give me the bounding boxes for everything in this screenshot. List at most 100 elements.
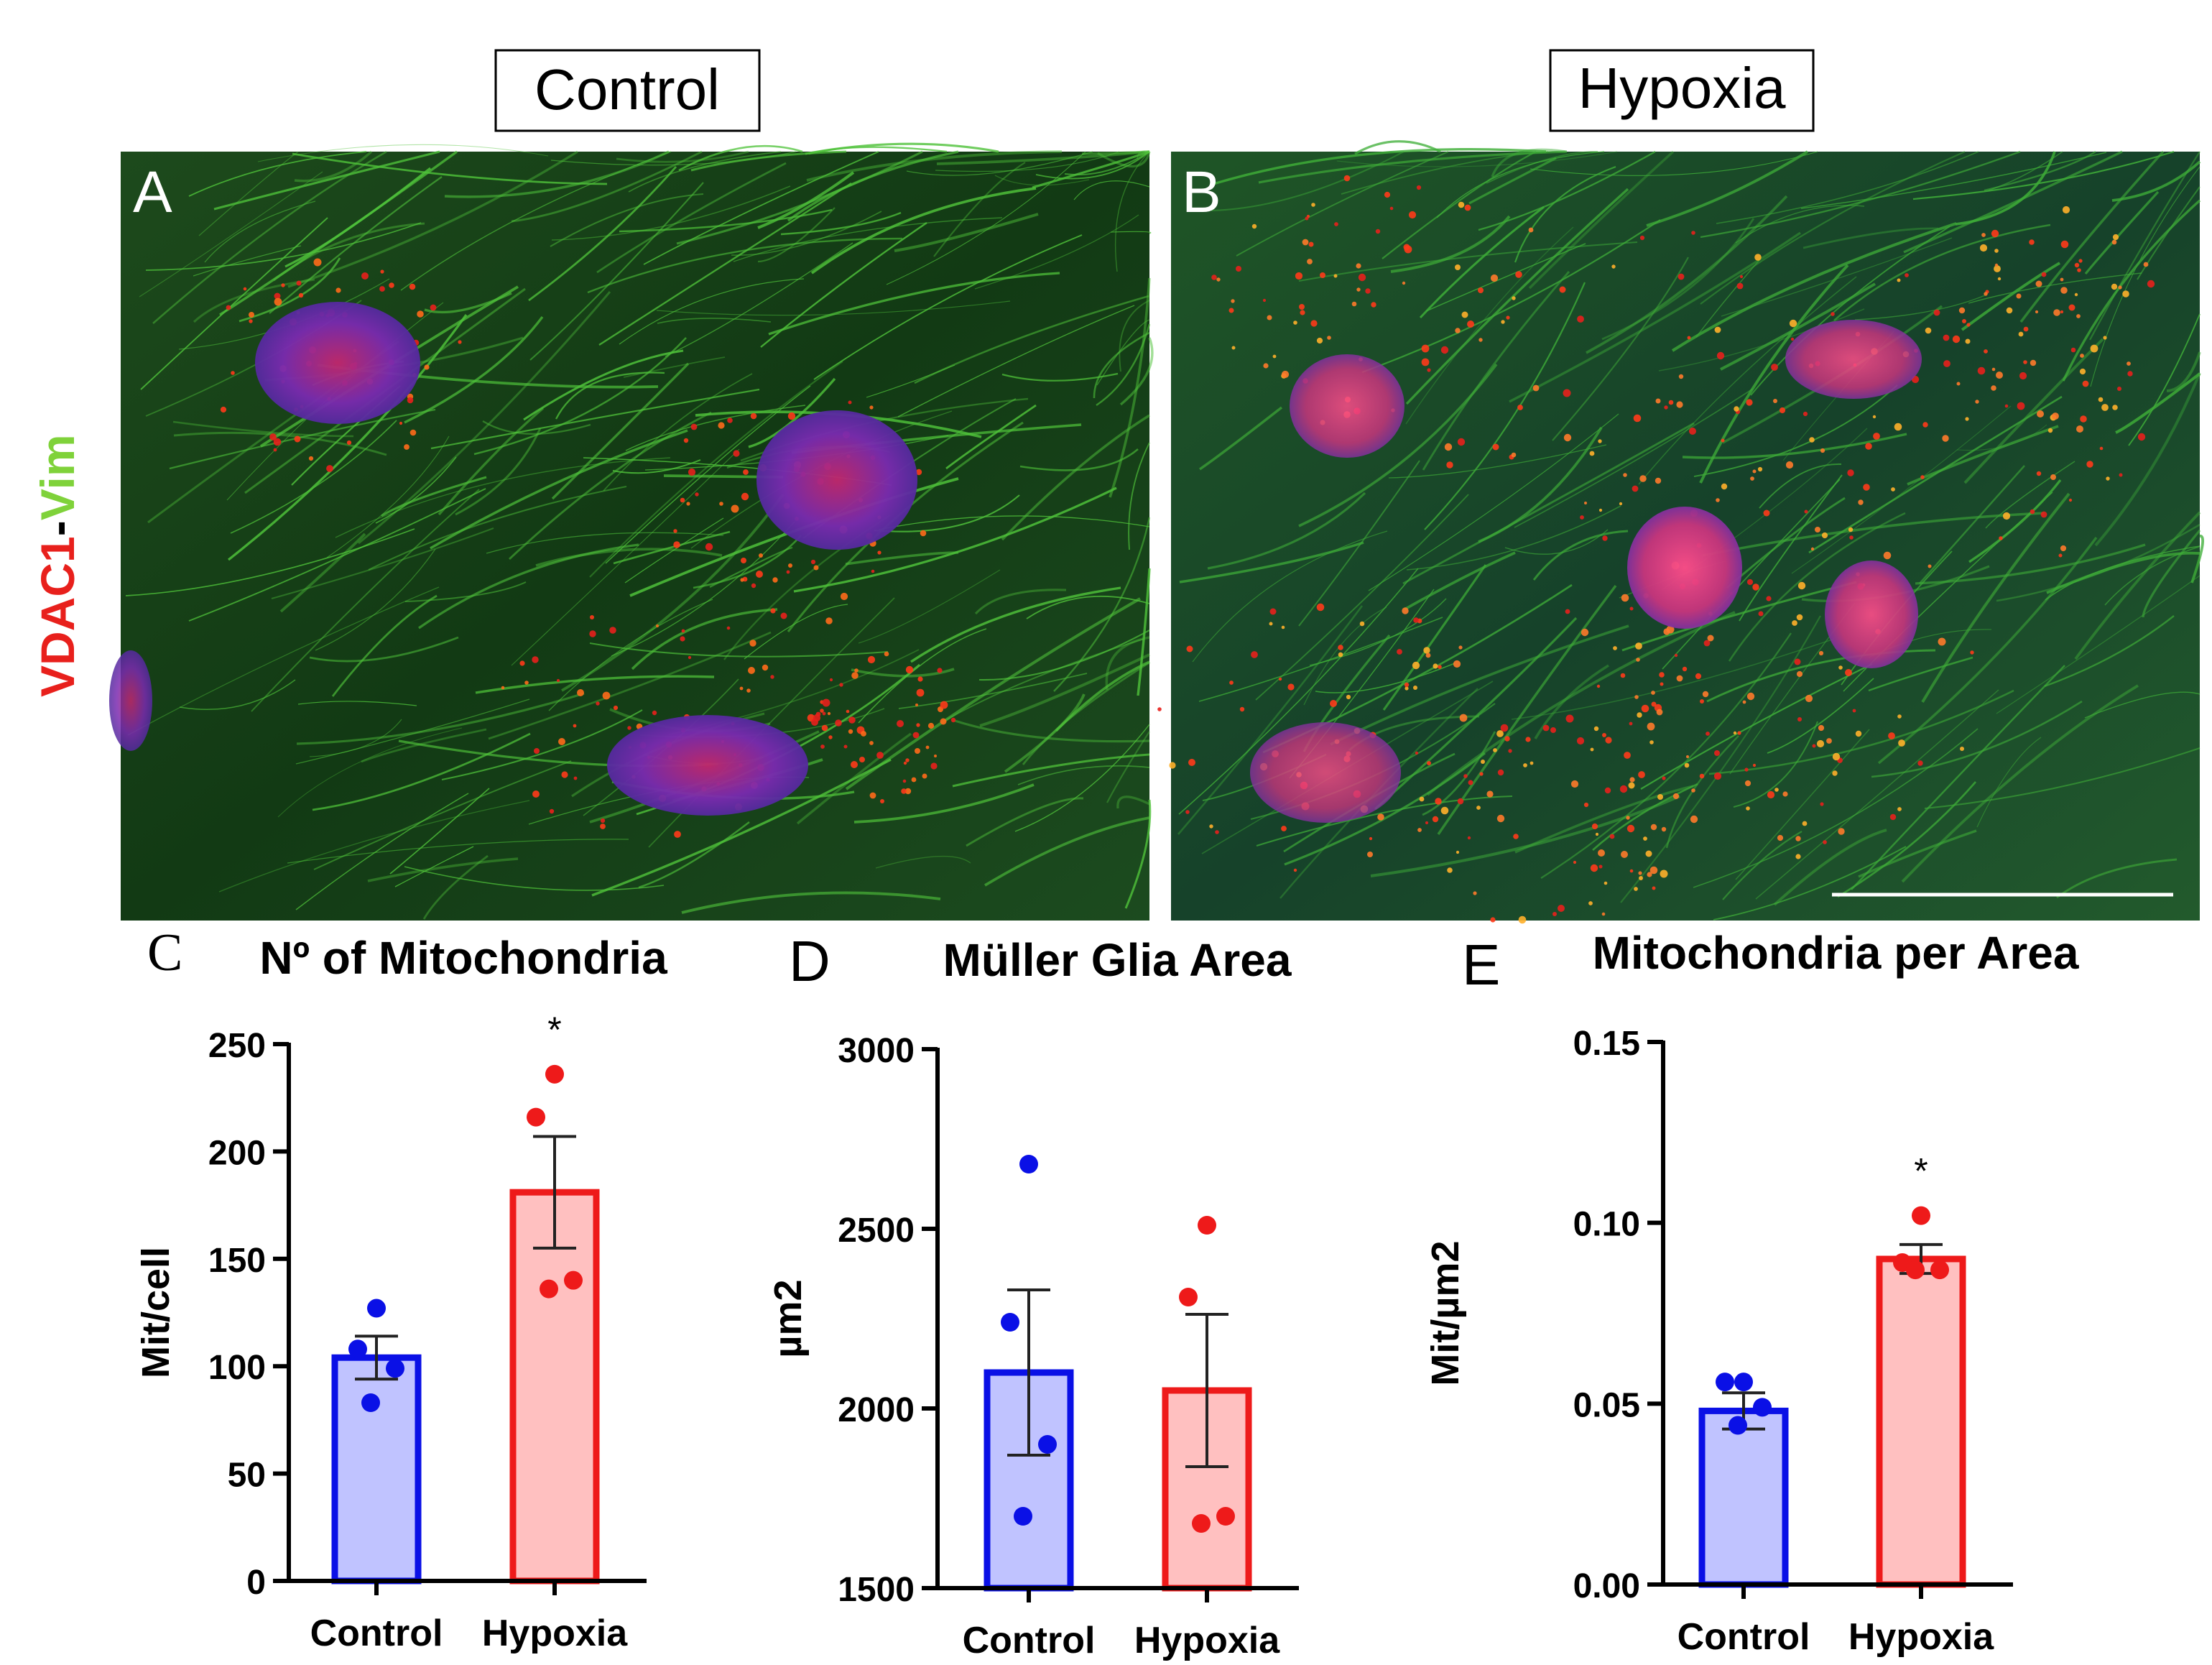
vimentin-fiber [473, 337, 687, 456]
mitochondrion-dot [1299, 304, 1305, 310]
control-title-box: Control [494, 49, 761, 132]
mitochondrion-dot [1746, 399, 1753, 406]
mitochondrion-dot [1845, 669, 1852, 676]
vimentin-fiber [1722, 831, 1803, 900]
mitochondrion-dot [573, 776, 578, 780]
vimentin-fiber [511, 150, 703, 223]
y-tick-label: 0 [246, 1564, 266, 1602]
vimentin-fiber [1665, 735, 1739, 849]
vimentin-fiber [2074, 511, 2201, 660]
mitochondrion-dot [1659, 672, 1665, 678]
mitochondrion-dot [1657, 794, 1663, 800]
vimentin-fiber [1699, 264, 1849, 484]
mitochondrion-dot [1737, 731, 1741, 735]
vimentin-fiber [810, 187, 1037, 275]
vimentin-fiber [279, 532, 366, 613]
vimentin-fiber [1534, 664, 1609, 739]
mitochondrion-dot [1848, 527, 1854, 532]
mitochondrion-dot [404, 444, 409, 450]
mitochondrion-dot [1621, 594, 1629, 602]
vimentin-fiber [1419, 206, 1545, 319]
mitochondrion-dot [1281, 370, 1290, 379]
mitochondrion-dot [1293, 320, 1297, 325]
mitochondrion-dot [1358, 273, 1366, 282]
vimentin-fiber [1843, 492, 2053, 692]
mitochondrion-dot [1231, 299, 1235, 303]
mitochondrion-dot [2036, 471, 2042, 476]
vimentin-fiber [589, 642, 889, 658]
mitochondrion-dot [1823, 840, 1827, 844]
mitochondrion-dot [1596, 684, 1601, 688]
mitochondrion-dot [810, 559, 816, 565]
mitochondrion-dot [1327, 336, 1331, 340]
mitochondrion-dot [313, 258, 322, 267]
y-tick-label: 200 [208, 1134, 266, 1172]
mitochondrion-dot [1267, 315, 1272, 320]
mitochondrion-dot [2106, 476, 2110, 481]
vimentin-fiber [1426, 611, 1736, 796]
vimentin-fiber [1514, 388, 1754, 528]
vimentin-fiber [952, 719, 1150, 743]
mitochondrion-dot [727, 418, 733, 423]
y-tick-label: 3000 [838, 1032, 915, 1070]
mitochondrion-dot [2060, 545, 2067, 552]
vimentin-fiber [733, 217, 1003, 262]
mitochondrion-dot [2118, 285, 2122, 290]
mitochondrion-dot [1413, 617, 1419, 623]
mitochondrion-dot [1981, 233, 1986, 237]
mitochondrion-dot [1767, 790, 1775, 799]
mitochondrion-dot [1602, 535, 1608, 541]
mitochondrion-dot [843, 744, 848, 749]
mitochondrion-dot [1655, 477, 1662, 484]
mitochondrion-dot [231, 371, 235, 375]
mitochondrion-dot [680, 636, 685, 642]
mitochondrion-dot [1818, 650, 1824, 656]
mitochondrion-dot [1821, 532, 1828, 539]
mitochondrion-dot [1668, 400, 1674, 405]
mitochondrion-dot [869, 792, 876, 799]
mitochondrion-dot [1889, 813, 1897, 821]
hypoxia-title-box: Hypoxia [1549, 49, 1815, 132]
mitochondrion-dot [1457, 798, 1464, 805]
vimentin-fiber [665, 242, 853, 357]
y-axis-label: Mit/µm2 [1424, 1240, 1467, 1385]
vimentin-fiber [389, 788, 490, 875]
vimentin-fiber [1017, 765, 1150, 785]
panel-b-label: B [1182, 160, 1221, 225]
vimentin-fiber [169, 408, 436, 470]
vimentin-fiber [404, 866, 665, 891]
mitochondrion-dot [2047, 428, 2053, 433]
mitochondrion-dot [1962, 319, 1966, 323]
vimentin-fiber [1110, 231, 1152, 234]
mitochondrion-dot [1338, 652, 1343, 658]
mitochondrion-dot [922, 773, 927, 779]
vimentin-fiber [2094, 372, 2201, 547]
mitochondrion-dot [1476, 806, 1481, 810]
vimentin-fiber [297, 701, 417, 706]
vimentin-fiber [284, 167, 431, 268]
mitochondrion-dot [829, 678, 833, 682]
mitochondrion-dot [1455, 264, 1461, 270]
mitochondrion-dot [556, 678, 560, 683]
mitochondrion-dot [869, 405, 874, 410]
vimentin-fiber [897, 305, 1135, 418]
vimentin-fiber [1755, 689, 1999, 900]
data-point-control [361, 1393, 380, 1412]
vimentin-fiber [1106, 731, 1150, 803]
nucleus [1825, 561, 1918, 668]
vimentin-fiber [193, 245, 302, 277]
mitochondrion-dot [519, 660, 525, 666]
mitochondrion-dot [1239, 706, 1245, 712]
mitochondrion-dot [1996, 372, 2003, 379]
mitochondrion-dot [1691, 788, 1695, 793]
vimentin-fiber [404, 581, 527, 602]
mitochondrion-dot [1849, 535, 1854, 540]
vimentin-fiber [2104, 546, 2200, 606]
vimentin-fiber [1425, 243, 1586, 312]
vimentin-fiber [1192, 530, 1388, 663]
mitochondrion-dot [1847, 469, 1854, 476]
data-point-hypoxia [1192, 1514, 1211, 1533]
vimentin-fiber [1402, 422, 1695, 585]
mitochondrion-dot [1838, 828, 1845, 835]
mitochondrion-dot [1236, 266, 1241, 272]
